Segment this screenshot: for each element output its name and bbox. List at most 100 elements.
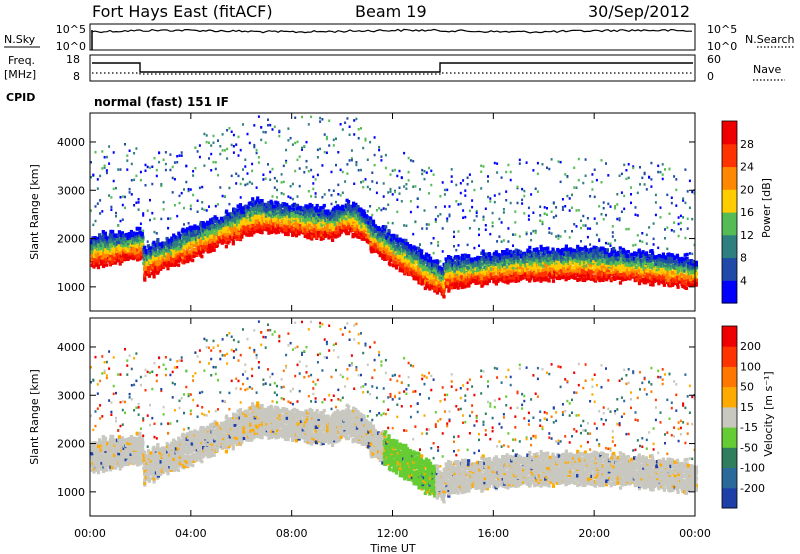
power-cell bbox=[489, 271, 493, 276]
power-scatter bbox=[396, 198, 399, 201]
power-cell bbox=[296, 206, 300, 211]
power-cell bbox=[389, 238, 393, 242]
power-scatter bbox=[180, 191, 183, 195]
power-scatter bbox=[192, 174, 195, 177]
power-cell bbox=[90, 238, 94, 242]
power-cell bbox=[120, 236, 124, 240]
power-cell bbox=[236, 204, 240, 208]
power-cell bbox=[421, 267, 425, 272]
power-cell bbox=[618, 281, 623, 285]
power-cell bbox=[515, 251, 519, 255]
power-cell bbox=[212, 248, 216, 252]
power-cell bbox=[596, 247, 600, 251]
power-cell bbox=[235, 236, 239, 241]
power-cell bbox=[464, 274, 468, 278]
power-cell bbox=[446, 269, 450, 273]
power-scatter bbox=[505, 170, 508, 174]
power-cell bbox=[382, 250, 387, 254]
power-cell bbox=[370, 239, 374, 243]
power-cell bbox=[391, 263, 395, 268]
power-scatter bbox=[214, 167, 217, 171]
power-cell bbox=[381, 256, 385, 260]
power-cell bbox=[199, 253, 203, 257]
power-scatter bbox=[255, 186, 258, 189]
power-scatter bbox=[357, 128, 360, 131]
power-scatter bbox=[618, 217, 621, 220]
power-cell bbox=[501, 252, 505, 256]
power-scatter bbox=[618, 174, 621, 177]
power-scatter bbox=[605, 213, 607, 217]
power-cell bbox=[618, 250, 623, 254]
power-cell bbox=[119, 233, 123, 237]
power-cell bbox=[222, 227, 226, 231]
power-cell bbox=[192, 247, 196, 252]
power-cell bbox=[306, 234, 311, 239]
power-cell bbox=[320, 223, 324, 227]
power-cell bbox=[143, 267, 147, 271]
power-cell bbox=[581, 267, 585, 271]
power-cell bbox=[491, 272, 496, 276]
power-cell bbox=[485, 262, 489, 267]
power-cell bbox=[348, 205, 352, 209]
power-cell bbox=[290, 210, 294, 215]
power-scatter bbox=[269, 123, 272, 127]
power-cell bbox=[143, 245, 147, 250]
power-scatter bbox=[269, 178, 272, 181]
power-cell bbox=[551, 247, 555, 251]
power-cell bbox=[592, 245, 596, 250]
power-cell bbox=[360, 218, 364, 222]
power-cell bbox=[383, 227, 387, 231]
power-cell bbox=[106, 253, 110, 257]
power-cell bbox=[551, 272, 555, 277]
power-scatter bbox=[228, 202, 231, 206]
power-scatter bbox=[389, 173, 392, 176]
power-cell bbox=[351, 211, 356, 216]
power-cell bbox=[347, 212, 351, 216]
power-cell bbox=[503, 264, 507, 269]
power-cell bbox=[138, 226, 142, 231]
power-cell bbox=[305, 212, 309, 217]
power-cell bbox=[104, 252, 108, 256]
power-cell bbox=[532, 247, 536, 252]
power-scatter bbox=[620, 191, 623, 194]
power-cell bbox=[480, 259, 485, 263]
power-cell bbox=[570, 250, 574, 254]
power-scatter bbox=[550, 158, 553, 161]
power-cell bbox=[485, 275, 489, 280]
power-cell bbox=[426, 270, 430, 275]
power-scatter bbox=[162, 158, 165, 161]
power-cell bbox=[124, 243, 128, 247]
power-cell bbox=[256, 196, 260, 200]
power-scatter bbox=[110, 205, 113, 209]
power-cell bbox=[287, 205, 291, 209]
power-cell bbox=[247, 220, 251, 225]
power-cell bbox=[475, 281, 480, 285]
power-cell bbox=[163, 241, 167, 246]
power-cell bbox=[321, 205, 325, 210]
power-cell bbox=[233, 230, 237, 234]
power-cell bbox=[92, 262, 97, 266]
power-cell bbox=[169, 259, 173, 264]
power-cell bbox=[299, 207, 303, 212]
power-cell bbox=[562, 257, 566, 261]
power-scatter bbox=[310, 115, 313, 119]
power-cell bbox=[104, 247, 108, 251]
power-cell bbox=[618, 263, 623, 268]
power-cell bbox=[555, 268, 559, 273]
power-cell bbox=[94, 259, 98, 263]
power-scatter bbox=[384, 166, 387, 170]
power-scatter bbox=[446, 188, 449, 192]
power-scatter bbox=[412, 232, 415, 236]
power-scatter bbox=[475, 209, 478, 213]
power-scatter bbox=[498, 217, 501, 221]
power-scatter bbox=[119, 168, 122, 171]
power-scatter bbox=[219, 186, 222, 189]
power-cell bbox=[478, 280, 482, 285]
power-cell bbox=[363, 211, 367, 216]
power-cell bbox=[590, 269, 594, 273]
power-cell bbox=[494, 255, 498, 259]
power-cell bbox=[158, 242, 162, 246]
power-cell bbox=[328, 219, 332, 224]
power-cell bbox=[367, 221, 371, 225]
power-cell bbox=[626, 250, 630, 254]
